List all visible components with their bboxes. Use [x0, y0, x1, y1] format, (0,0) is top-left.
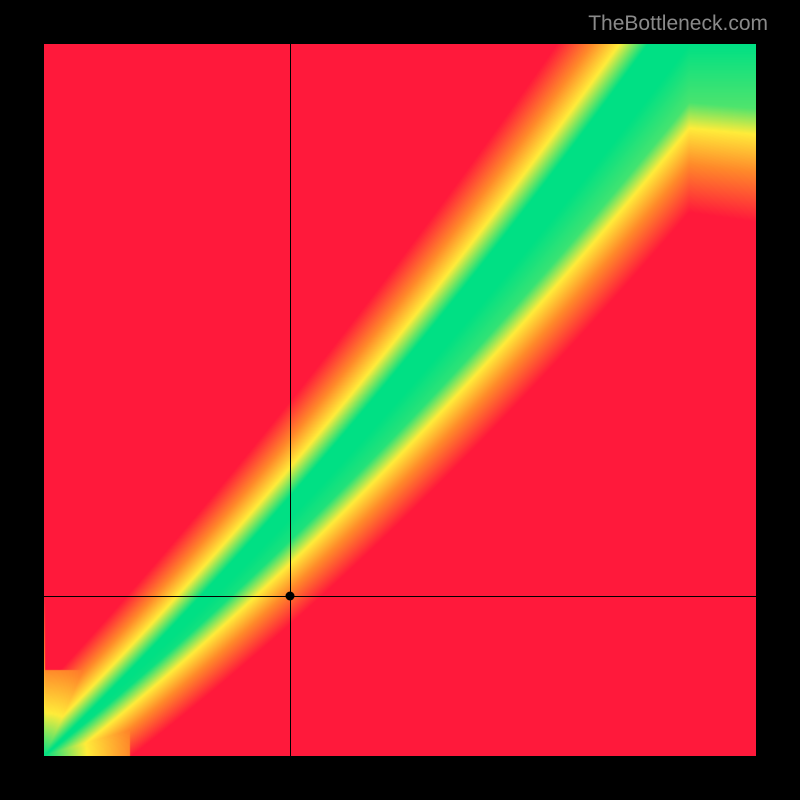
- watermark-text: TheBottleneck.com: [588, 12, 768, 36]
- heatmap-canvas: [44, 44, 756, 756]
- marker-dot: [285, 591, 294, 600]
- heatmap-chart: [44, 44, 756, 756]
- crosshair-vertical: [290, 44, 291, 756]
- crosshair-horizontal: [44, 596, 756, 597]
